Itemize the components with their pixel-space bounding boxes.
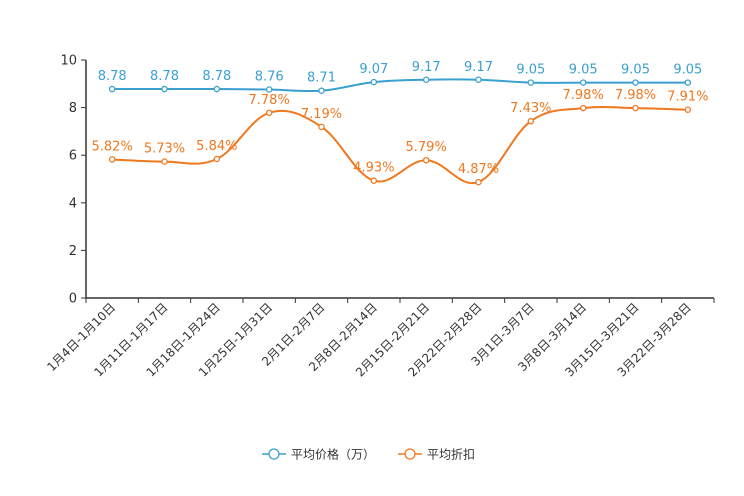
data-point bbox=[684, 79, 692, 86]
data-point bbox=[108, 156, 116, 163]
series-lines bbox=[108, 76, 692, 186]
data-point bbox=[318, 123, 325, 131]
y-tick-label: 2 bbox=[69, 244, 77, 259]
data-point bbox=[318, 87, 325, 94]
data-label: 5.82% bbox=[92, 139, 133, 154]
y-tick-label: 6 bbox=[69, 149, 77, 164]
data-point bbox=[632, 79, 639, 86]
data-label: 9.05 bbox=[569, 63, 598, 78]
data-label: 9.07 bbox=[359, 62, 388, 77]
data-point bbox=[527, 79, 535, 86]
data-label: 7.19% bbox=[301, 107, 342, 122]
data-label: 8.78 bbox=[98, 69, 127, 84]
data-point bbox=[422, 156, 430, 164]
data-point bbox=[213, 155, 221, 163]
data-label: 4.93% bbox=[353, 161, 394, 176]
y-tick-label: 0 bbox=[69, 292, 77, 307]
data-point bbox=[475, 178, 482, 186]
legend-label: 平均折扣 bbox=[427, 447, 475, 462]
data-point bbox=[422, 76, 430, 84]
data-label: 9.05 bbox=[621, 63, 650, 78]
y-tick-label: 10 bbox=[60, 54, 77, 69]
data-point bbox=[265, 86, 273, 93]
data-label: 9.17 bbox=[464, 60, 493, 75]
data-point bbox=[475, 76, 482, 84]
legend-marker bbox=[404, 448, 416, 460]
data-label: 7.98% bbox=[563, 88, 604, 103]
data-point bbox=[579, 104, 587, 112]
data-label: 9.05 bbox=[673, 63, 702, 78]
data-label: 5.79% bbox=[406, 140, 447, 155]
data-label: 8.78 bbox=[202, 69, 231, 84]
data-label: 7.43% bbox=[510, 101, 551, 116]
data-label: 8.71 bbox=[307, 71, 336, 86]
data-label: 7.98% bbox=[615, 88, 656, 103]
data-point bbox=[161, 85, 168, 93]
legend: 平均价格（万） 平均折扣 bbox=[262, 447, 475, 462]
data-point bbox=[108, 85, 116, 93]
data-label: 8.76 bbox=[255, 70, 284, 85]
data-label: 9.17 bbox=[412, 60, 441, 75]
data-label: 5.73% bbox=[144, 142, 185, 157]
data-label: 7.78% bbox=[249, 93, 290, 108]
data-label: 7.91% bbox=[667, 90, 708, 105]
data-point bbox=[632, 104, 639, 112]
series-line-0 bbox=[112, 78, 688, 93]
data-label: 5.84% bbox=[196, 139, 237, 154]
data-point bbox=[370, 78, 378, 86]
x-axis-ticks: 1月4日-1月10日1月11日-1月17日1月18日-1月24日1月25日-1月… bbox=[44, 298, 715, 380]
data-point bbox=[684, 106, 692, 113]
data-label: 8.78 bbox=[150, 69, 179, 84]
legend-marker bbox=[268, 448, 280, 460]
data-label: 9.05 bbox=[516, 63, 545, 78]
data-point bbox=[370, 177, 378, 184]
y-axis-ticks: 0 2 4 6 8 10 bbox=[60, 54, 86, 307]
y-tick-label: 4 bbox=[69, 196, 77, 211]
data-point bbox=[579, 79, 587, 86]
data-labels: 8.78 8.78 8.78 8.76 8.71 9.07 9.17 9.17 9.05 9.05… bbox=[92, 60, 709, 177]
y-tick-label: 8 bbox=[69, 101, 77, 116]
data-point bbox=[213, 85, 221, 93]
data-point bbox=[161, 158, 168, 165]
data-point bbox=[265, 109, 273, 117]
data-label: 4.87% bbox=[458, 162, 499, 177]
data-point bbox=[527, 117, 535, 125]
legend-label: 平均价格（万） bbox=[291, 447, 375, 462]
